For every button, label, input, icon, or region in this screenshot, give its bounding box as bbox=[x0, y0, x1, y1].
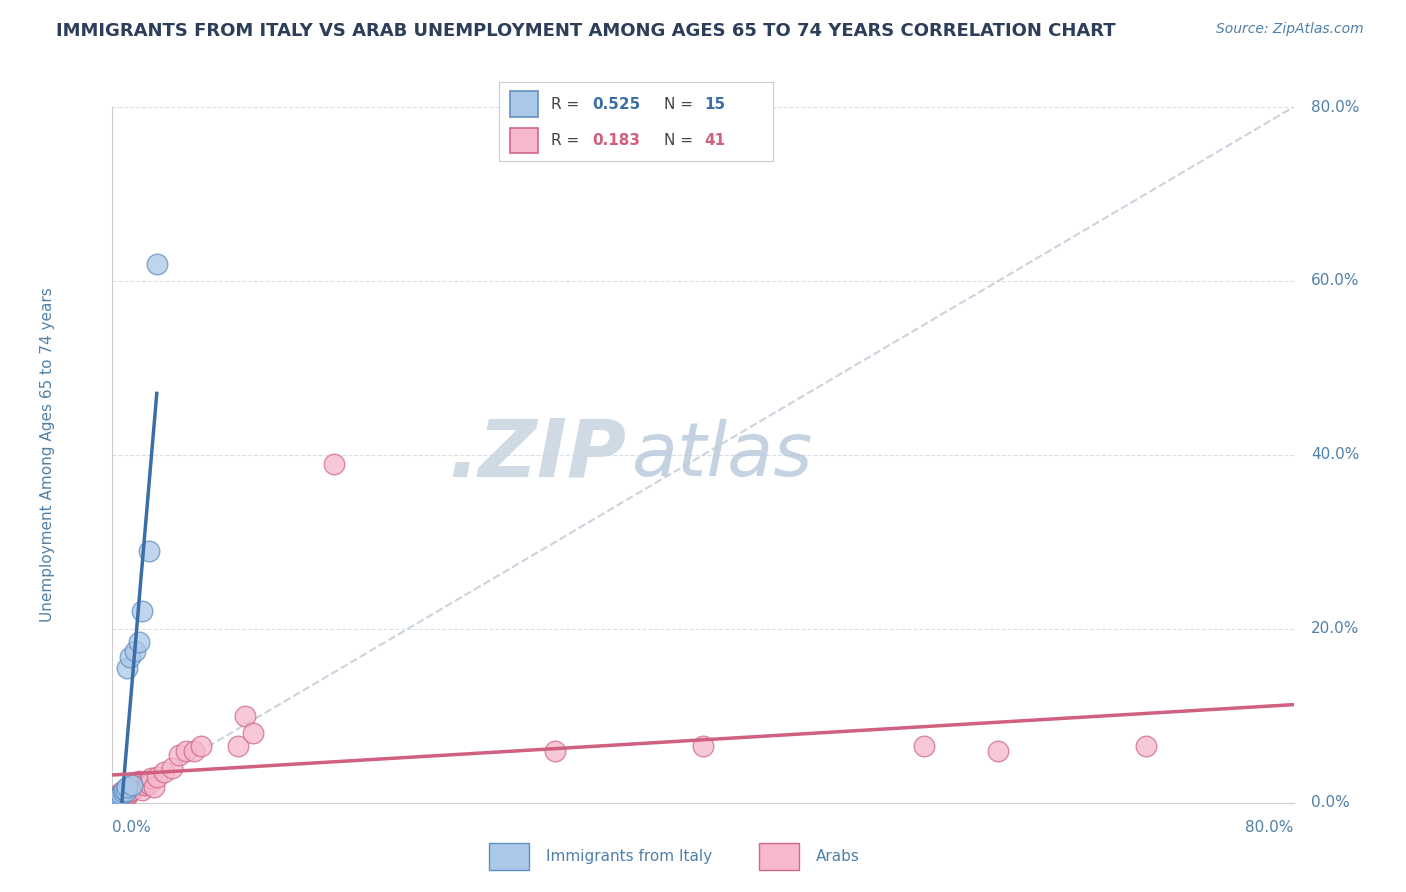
Point bbox=[174, 744, 197, 758]
Point bbox=[110, 785, 132, 799]
Point bbox=[117, 787, 138, 801]
Point bbox=[131, 782, 153, 797]
Point bbox=[323, 457, 346, 471]
Point bbox=[146, 770, 169, 784]
Point bbox=[226, 739, 249, 754]
Point bbox=[134, 778, 156, 792]
Text: 0.0%: 0.0% bbox=[112, 821, 152, 835]
Point bbox=[117, 780, 138, 794]
Text: Unemployment Among Ages 65 to 74 years: Unemployment Among Ages 65 to 74 years bbox=[39, 287, 55, 623]
Point bbox=[121, 782, 143, 797]
Point bbox=[139, 772, 162, 786]
Point bbox=[112, 785, 135, 799]
FancyBboxPatch shape bbox=[510, 92, 537, 117]
Point bbox=[124, 780, 146, 794]
Point bbox=[118, 785, 141, 799]
Text: N =: N = bbox=[664, 133, 697, 148]
Point bbox=[120, 649, 142, 664]
Point bbox=[124, 643, 146, 657]
Text: 0.183: 0.183 bbox=[592, 133, 640, 148]
Text: R =: R = bbox=[551, 96, 585, 112]
FancyBboxPatch shape bbox=[489, 843, 529, 870]
Point bbox=[138, 777, 160, 791]
Point bbox=[105, 789, 128, 803]
Text: Source: ZipAtlas.com: Source: ZipAtlas.com bbox=[1216, 22, 1364, 37]
Point bbox=[112, 782, 135, 797]
Point bbox=[107, 790, 129, 805]
Point bbox=[105, 791, 128, 805]
Point bbox=[111, 789, 134, 803]
Point bbox=[122, 778, 145, 792]
Text: 0.525: 0.525 bbox=[592, 96, 641, 112]
Point bbox=[128, 635, 150, 649]
Point bbox=[987, 744, 1010, 758]
Text: R =: R = bbox=[551, 133, 585, 148]
Point bbox=[108, 789, 131, 803]
Point bbox=[167, 747, 190, 762]
Point bbox=[104, 791, 127, 805]
Text: IMMIGRANTS FROM ITALY VS ARAB UNEMPLOYMENT AMONG AGES 65 TO 74 YEARS CORRELATION: IMMIGRANTS FROM ITALY VS ARAB UNEMPLOYME… bbox=[56, 22, 1116, 40]
Point bbox=[138, 543, 160, 558]
Point bbox=[146, 256, 169, 270]
Point bbox=[131, 605, 153, 619]
Text: 80.0%: 80.0% bbox=[1246, 821, 1294, 835]
Point bbox=[120, 780, 142, 794]
Point bbox=[233, 708, 256, 723]
Point bbox=[114, 782, 136, 797]
Text: 80.0%: 80.0% bbox=[1312, 100, 1360, 114]
Point bbox=[127, 778, 149, 792]
Point bbox=[128, 774, 150, 789]
Text: 40.0%: 40.0% bbox=[1312, 448, 1360, 462]
FancyBboxPatch shape bbox=[510, 128, 537, 153]
Point bbox=[142, 780, 165, 794]
Point bbox=[160, 761, 183, 775]
Point bbox=[136, 774, 159, 789]
Point bbox=[110, 787, 132, 801]
Point bbox=[108, 787, 131, 801]
Point bbox=[112, 787, 135, 801]
Point bbox=[1135, 739, 1157, 754]
Text: 60.0%: 60.0% bbox=[1312, 274, 1360, 288]
Text: 15: 15 bbox=[704, 96, 725, 112]
Point bbox=[914, 739, 936, 754]
Text: N =: N = bbox=[664, 96, 697, 112]
Point bbox=[114, 784, 136, 798]
Point bbox=[242, 726, 264, 740]
Point bbox=[117, 789, 138, 803]
Point bbox=[121, 778, 143, 792]
Text: .ZIP: .ZIP bbox=[449, 416, 626, 494]
Point bbox=[153, 765, 176, 780]
Point bbox=[117, 661, 138, 675]
Point bbox=[111, 785, 134, 799]
Point bbox=[544, 744, 567, 758]
Text: 0.0%: 0.0% bbox=[1312, 796, 1350, 810]
Point bbox=[183, 744, 205, 758]
Point bbox=[190, 739, 212, 754]
Text: Arabs: Arabs bbox=[815, 849, 859, 863]
Text: Immigrants from Italy: Immigrants from Italy bbox=[546, 849, 711, 863]
Text: atlas: atlas bbox=[633, 419, 814, 491]
Point bbox=[692, 739, 714, 754]
FancyBboxPatch shape bbox=[759, 843, 799, 870]
Point bbox=[125, 777, 148, 791]
Text: 20.0%: 20.0% bbox=[1312, 622, 1360, 636]
Text: 41: 41 bbox=[704, 133, 725, 148]
